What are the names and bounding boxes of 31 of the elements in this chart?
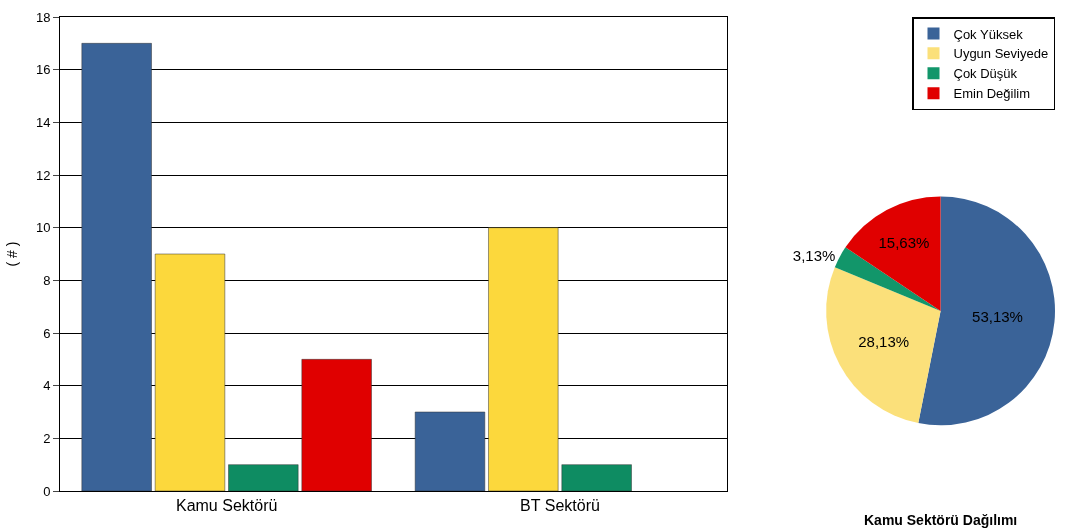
y-tick-label: 14 bbox=[35, 114, 51, 130]
legend-label: Emin Değilim bbox=[953, 86, 1031, 102]
y-tick-label: 2 bbox=[43, 430, 51, 446]
bar bbox=[154, 253, 226, 491]
bar bbox=[228, 464, 299, 491]
bar bbox=[414, 411, 486, 491]
text: Kamu Sektörü Dağılımı bbox=[864, 512, 1018, 528]
y-tick-label: 16 bbox=[35, 62, 51, 78]
y-tick-label: 6 bbox=[43, 325, 51, 341]
legend-label: Uygun Seviyede bbox=[953, 46, 1049, 62]
bar bbox=[561, 464, 632, 491]
y-tick-label: 18 bbox=[35, 9, 51, 25]
y-tick-label: 4 bbox=[43, 378, 51, 394]
y-tick-label: 10 bbox=[35, 220, 51, 236]
bar bbox=[81, 43, 152, 491]
bar bbox=[488, 227, 559, 491]
data-label: 28,13% bbox=[858, 332, 910, 350]
legend-label: Çok Düşük bbox=[953, 66, 1018, 82]
y-tick-label: 12 bbox=[35, 167, 51, 183]
y-axis-title: ( # ) bbox=[3, 241, 20, 267]
pie-slice bbox=[845, 196, 941, 311]
y-tick-label: 0 bbox=[43, 483, 51, 499]
x-tick-label: BT Sektörü bbox=[520, 497, 600, 515]
x-tick-label: Kamu Sektörü bbox=[175, 497, 278, 515]
data-label: 3,13% bbox=[792, 246, 836, 264]
pie-slice bbox=[826, 267, 941, 424]
data-label: 15,63% bbox=[878, 233, 930, 251]
y-tick-label: 8 bbox=[43, 272, 51, 288]
legend-label: Çok Yüksek bbox=[953, 26, 1024, 42]
bar bbox=[301, 359, 372, 491]
data-label: 53,13% bbox=[972, 307, 1023, 325]
